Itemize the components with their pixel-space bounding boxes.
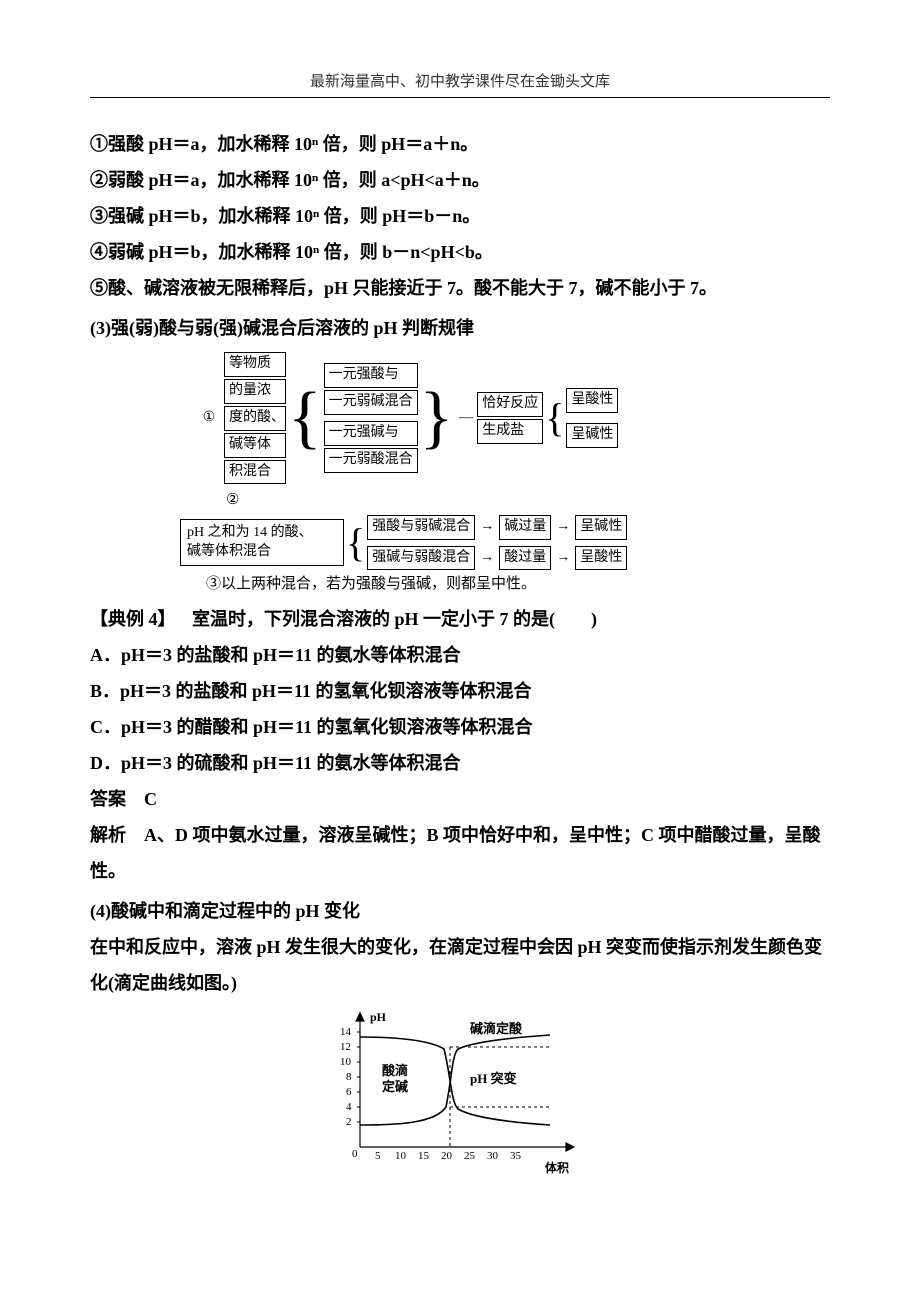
ytick-6: 6 <box>346 1086 352 1098</box>
ytick-4: 4 <box>346 1101 352 1113</box>
ylabel: pH <box>370 1010 387 1024</box>
flow1-g1b: 一元弱碱混合 <box>324 390 418 415</box>
section-3-title: (3)强(弱)酸与弱(强)碱混合后溶液的 pH 判断规律 <box>90 310 830 346</box>
flow2-left-1: pH 之和为 14 的酸、 <box>187 524 337 543</box>
flow1-number: ① <box>200 409 218 428</box>
ytick-8: 8 <box>346 1071 352 1083</box>
rule-4: ④弱碱 pH＝b，加水稀释 10ⁿ 倍，则 b－n<pH<b。 <box>90 234 830 270</box>
brace-icon: { <box>543 398 566 438</box>
example-stem-line: 【典例 4】 室温时，下列混合溶液的 pH 一定小于 7 的是( ) <box>90 601 830 637</box>
xtick-25: 25 <box>464 1150 476 1162</box>
ytick-12: 12 <box>340 1041 351 1053</box>
section-4-title: (4)酸碱中和滴定过程中的 pH 变化 <box>90 893 830 929</box>
option-a: A．pH＝3 的盐酸和 pH＝11 的氨水等体积混合 <box>90 637 830 673</box>
rule-3: ③强碱 pH＝b，加水稀释 10ⁿ 倍，则 pH＝b－n。 <box>90 198 830 234</box>
flow2-number: ② <box>226 490 720 510</box>
flow-diagram-1: ① 等物质 的量浓 度的酸、 碱等体 积混合 { 一元强酸与 一元弱碱混合 一元… <box>200 352 720 511</box>
arrow-icon: → <box>477 549 497 568</box>
section-4-body: 在中和反应中，溶液 pH 发生很大的变化，在滴定过程中会因 pH 突变而使指示剂… <box>90 929 830 1001</box>
flow1-r2: 呈碱性 <box>566 423 618 448</box>
flow2-left-2: 碱等体积混合 <box>187 543 337 562</box>
rule-2: ②弱酸 pH＝a，加水稀释 10ⁿ 倍，则 a<pH<a＋n。 <box>90 162 830 198</box>
flow1-left-3: 度的酸、 <box>224 406 286 431</box>
example-label: 【典例 4】 <box>90 609 176 629</box>
xtick-30: 30 <box>487 1150 499 1162</box>
arrow-icon: → <box>553 549 573 568</box>
connector: — <box>455 409 477 428</box>
flow2-r1a: 强酸与弱碱混合 <box>367 515 475 540</box>
xtick-5: 5 <box>375 1150 381 1162</box>
xtick-20: 20 <box>441 1150 453 1162</box>
arrow-icon: → <box>477 518 497 537</box>
arrow-icon: → <box>553 518 573 537</box>
option-c: C．pH＝3 的醋酸和 pH＝11 的氢氧化钡溶液等体积混合 <box>90 709 830 745</box>
ytick-10: 10 <box>340 1056 352 1068</box>
flow2-r1c: 呈碱性 <box>575 515 627 540</box>
label-acid-titrate-base-1: 酸滴 <box>382 1063 408 1078</box>
flow1-mid1: 恰好反应 <box>477 392 543 417</box>
rule-5: ⑤酸、碱溶液被无限稀释后，pH 只能接近于 7。酸不能大于 7，碱不能小于 7。 <box>90 270 830 306</box>
flow1-left-2: 的量浓 <box>224 379 286 404</box>
flow2-r2a: 强碱与弱酸混合 <box>367 546 475 571</box>
brace-icon: { <box>344 523 367 563</box>
flow1-left-5: 积混合 <box>224 460 286 485</box>
flow1-r1: 呈酸性 <box>566 388 618 413</box>
xlabel: 体积 <box>545 1160 569 1175</box>
titration-curve-figure: 14 12 10 8 6 4 2 0 5 10 <box>320 1007 600 1182</box>
xtick-10: 10 <box>395 1150 407 1162</box>
flow1-mid2: 生成盐 <box>477 419 543 444</box>
flow1-g1a: 一元强酸与 <box>324 363 418 388</box>
flow3-note: ③以上两种混合，若为强酸与强碱，则都呈中性。 <box>206 574 740 594</box>
label-acid-titrate-base-2: 定碱 <box>381 1079 408 1094</box>
flow1-left-4: 碱等体 <box>224 433 286 458</box>
explanation-label: 解析 <box>90 825 144 845</box>
label-base-titrate-acid: 碱滴定酸 <box>470 1021 523 1036</box>
xtick-15: 15 <box>418 1150 430 1162</box>
option-b: B．pH＝3 的盐酸和 pH＝11 的氢氧化钡溶液等体积混合 <box>90 673 830 709</box>
explanation-text: A、D 项中氨水过量，溶液呈碱性；B 项中恰好中和，呈中性；C 项中醋酸过量，呈… <box>90 825 821 881</box>
page-header: 最新海量高中、初中教学课件尽在金锄头文库 <box>90 70 830 98</box>
flow1-left-1: 等物质 <box>224 352 286 377</box>
ytick-14: 14 <box>340 1026 352 1038</box>
ytick-0: 0 <box>352 1148 358 1160</box>
brace-icon: } <box>418 383 456 453</box>
answer-line: 答案 C <box>90 781 830 817</box>
brace-icon: { <box>286 383 324 453</box>
flow2-r2b: 酸过量 <box>499 546 551 571</box>
label-ph-jump: pH 突变 <box>470 1071 517 1086</box>
flow1-g2b: 一元弱酸混合 <box>324 448 418 473</box>
explanation-line: 解析 A、D 项中氨水过量，溶液呈碱性；B 项中恰好中和，呈中性；C 项中醋酸过… <box>90 817 830 889</box>
flow1-g2a: 一元强碱与 <box>324 421 418 446</box>
flow2-r1b: 碱过量 <box>499 515 551 540</box>
option-d: D．pH＝3 的硫酸和 pH＝11 的氨水等体积混合 <box>90 745 830 781</box>
xtick-35: 35 <box>510 1150 522 1162</box>
example-stem: 室温时，下列混合溶液的 pH 一定小于 7 的是( ) <box>192 609 597 629</box>
ytick-2: 2 <box>346 1116 352 1128</box>
flow2-r2c: 呈酸性 <box>575 546 627 571</box>
rule-1: ①强酸 pH＝a，加水稀释 10ⁿ 倍，则 pH＝a＋n。 <box>90 126 830 162</box>
flow-diagram-2: pH 之和为 14 的酸、 碱等体积混合 { 强酸与弱碱混合 → 碱过量 → 呈… <box>180 515 740 595</box>
